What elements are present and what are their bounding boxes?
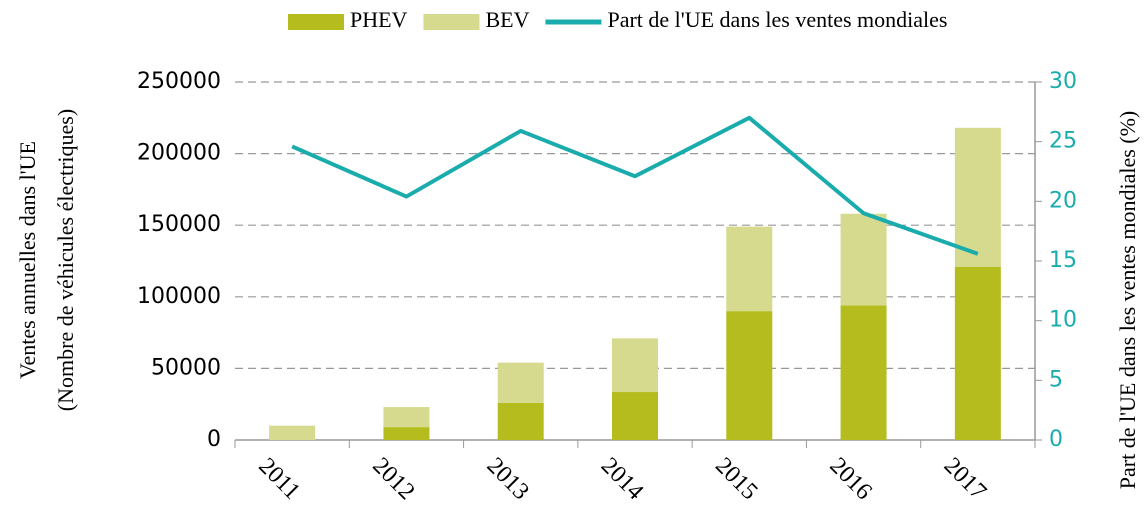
legend-swatch <box>288 14 344 30</box>
y-axis-title: (Nombre de véhicules électriques) <box>53 109 78 411</box>
y2-tick-label: 15 <box>1049 248 1077 273</box>
bar <box>726 311 773 440</box>
y-axis-title: Ventes annuelles dans l'UE <box>15 141 40 379</box>
bar <box>840 305 887 440</box>
y2-tick-label: 0 <box>1049 427 1063 452</box>
line <box>291 115 979 256</box>
x-tick-label: 2013 <box>482 453 534 505</box>
legend-label: Part de l'UE dans les ventes mondiales <box>607 7 947 32</box>
bar <box>383 407 430 428</box>
bar <box>269 425 316 440</box>
legend-label: BEV <box>485 7 529 32</box>
y2-tick-label: 25 <box>1049 129 1077 154</box>
bar <box>612 392 658 440</box>
legend-label: PHEV <box>350 7 408 32</box>
y2-tick-label: 5 <box>1049 367 1063 392</box>
y2-axis-title: Part de l'UE dans les ventes mondiales (… <box>1115 111 1140 489</box>
y-tick-label: 100000 <box>137 284 221 309</box>
y-tick-label: 150000 <box>137 212 221 237</box>
x-tick-label: 2016 <box>824 453 876 505</box>
y-tick-label: 0 <box>207 427 221 452</box>
x-tick-label: 2014 <box>596 453 648 505</box>
x-tick-label: 2015 <box>710 453 762 505</box>
y2-tick-label: 20 <box>1049 188 1077 213</box>
y-tick-label: 250000 <box>137 69 221 94</box>
bar <box>840 213 887 306</box>
bar <box>954 127 1001 267</box>
legend-swatch <box>423 14 480 30</box>
x-tick-label: 2017 <box>939 453 991 505</box>
bar <box>497 402 544 440</box>
x-tick-label: 2011 <box>253 453 305 505</box>
bar <box>726 226 773 312</box>
bar <box>612 338 658 393</box>
bar <box>497 362 544 403</box>
bar <box>383 427 430 440</box>
y-tick-label: 200000 <box>137 141 221 166</box>
x-tick-label: 2012 <box>367 453 419 505</box>
y-tick-label: 50000 <box>151 355 221 380</box>
bar <box>954 266 1001 440</box>
y2-tick-label: 30 <box>1049 69 1077 94</box>
y2-tick-label: 10 <box>1049 308 1077 333</box>
